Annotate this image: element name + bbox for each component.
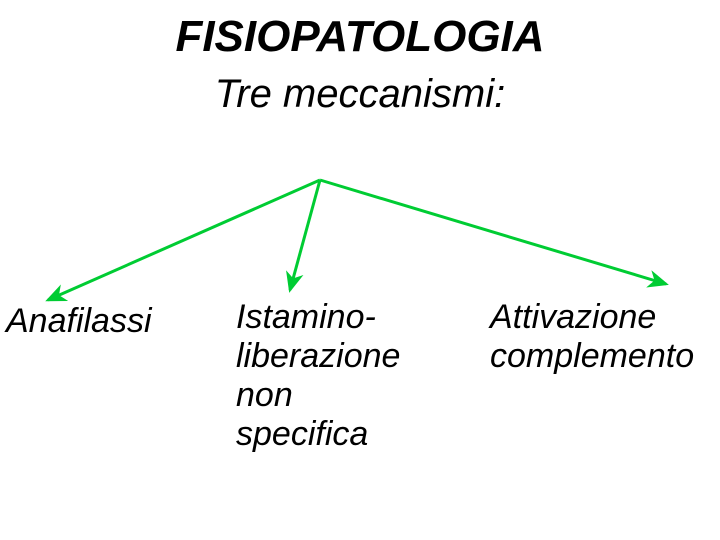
- arrow-anafilassi: [48, 180, 320, 300]
- branch-label-istamino: Istamino-liberazionenonspecifica: [236, 298, 466, 454]
- branch-label-anafilassi: Anafilassi: [6, 302, 206, 341]
- arrow-lines-group: [48, 180, 666, 300]
- branch-label-complemento: Attivazionecomplemento: [490, 298, 720, 376]
- slide-subtitle: Tre meccanismi:: [0, 72, 720, 117]
- arrow-istamino: [290, 180, 320, 290]
- slide: FISIOPATOLOGIA Tre meccanismi: Anafilass…: [0, 0, 720, 540]
- arrow-complemento: [320, 180, 666, 284]
- slide-title: FISIOPATOLOGIA: [0, 12, 720, 62]
